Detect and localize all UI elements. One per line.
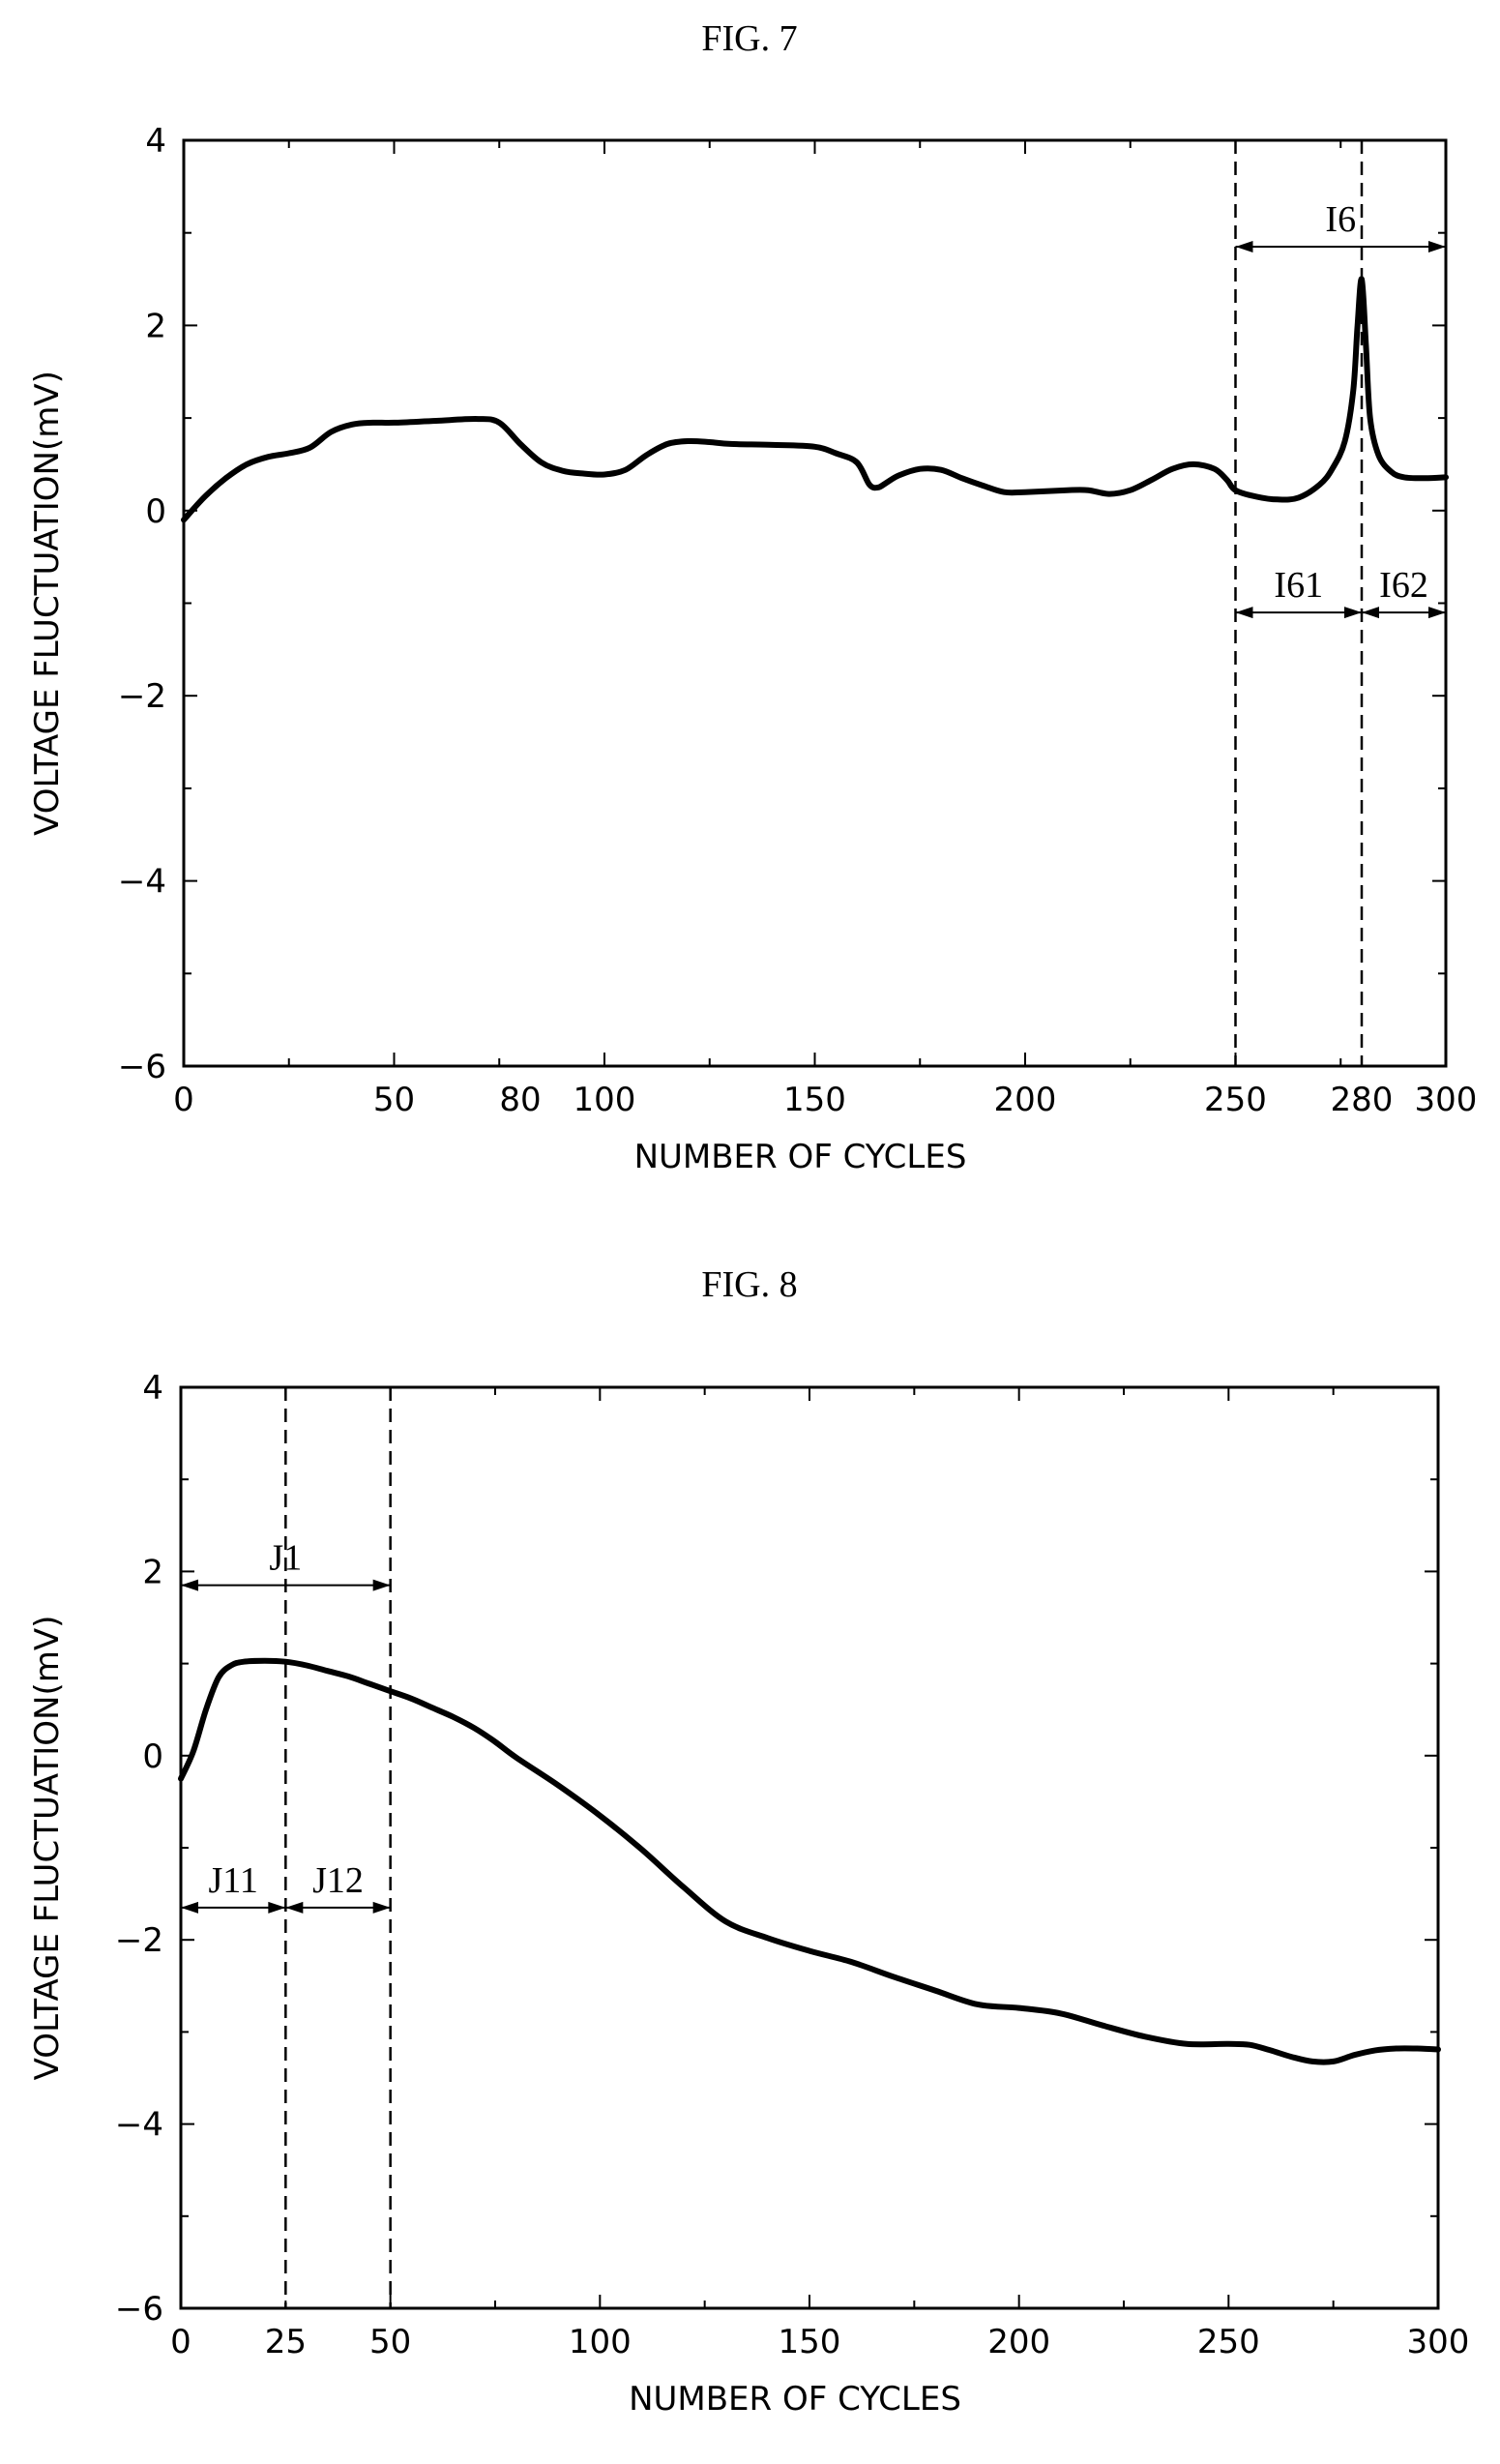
fig7-interval-i6: I6 <box>1235 199 1446 253</box>
arrowhead-right-icon <box>372 1901 391 1914</box>
arrowhead-left-icon <box>181 1579 198 1591</box>
fig7-y-axis-label: VOLTAGE FLUCTUATION(mV) <box>28 371 67 836</box>
arrowhead-left-icon <box>1362 607 1379 619</box>
fig7-ytick-label: 4 <box>145 122 166 161</box>
fig7-ytick-label: 2 <box>145 307 166 345</box>
fig7-xtick-label: 200 <box>994 1081 1057 1119</box>
interval-label: I61 <box>1274 565 1323 606</box>
fig7-ytick-label: −4 <box>118 863 166 902</box>
fig8-data-line <box>178 1657 1441 2065</box>
arrowhead-right-icon <box>1344 607 1362 619</box>
fig8-ytick-label: −6 <box>115 2290 163 2329</box>
fig7-ytick-label: −6 <box>118 1048 166 1086</box>
fig8-interval-j12: J12 <box>285 1860 391 1914</box>
arrowhead-left-icon <box>181 1901 198 1914</box>
fig7-chart: FIG. 7 420−2−4−60 50 80 100 150 200 250 280 300N… <box>28 18 1477 1176</box>
fig8-title: FIG. 8 <box>701 1264 797 1305</box>
fig8-x-axis-label: NUMBER OF CYCLES <box>629 2380 961 2419</box>
fig7-title: FIG. 7 <box>701 18 797 59</box>
fig8-xtick-label: 50 <box>369 2323 411 2361</box>
fig7-xtick-label: 250 <box>1204 1081 1267 1119</box>
fig8-ytick-label: 4 <box>142 1369 163 1408</box>
fig8-xtick-label: 200 <box>987 2323 1050 2361</box>
fig8-ytick-label: −4 <box>115 2106 163 2145</box>
fig8-chart: FIG. 8 420−2−4−60 25 50 100 150 200 250 300NUMB… <box>28 1264 1469 2419</box>
fig8-xtick-label: 300 <box>1407 2323 1470 2361</box>
arrowhead-right-icon <box>372 1579 391 1591</box>
fig7-xtick-label: 0 <box>173 1081 194 1119</box>
fig7-xtick-label: 80 <box>499 1081 541 1119</box>
arrowhead-left-icon <box>285 1901 304 1914</box>
arrowhead-right-icon <box>1428 241 1446 253</box>
fig7-xtick-label: 300 <box>1415 1081 1478 1119</box>
fig7-xtick-label: 50 <box>373 1081 415 1119</box>
fig8-xtick-label: 25 <box>265 2323 307 2361</box>
fig8-xtick-label: 150 <box>779 2323 841 2361</box>
fig7-xtick-label: 280 <box>1331 1081 1394 1119</box>
fig7-ytick-label: −2 <box>118 677 166 716</box>
fig7-data-line <box>181 276 1449 523</box>
interval-label: I6 <box>1325 199 1356 240</box>
interval-label: J1 <box>269 1538 302 1579</box>
arrowhead-right-icon <box>268 1901 286 1914</box>
arrowhead-left-icon <box>1235 607 1253 619</box>
arrowhead-left-icon <box>1235 241 1253 253</box>
fig7-x-axis-label: NUMBER OF CYCLES <box>634 1138 967 1176</box>
interval-label: J12 <box>312 1860 364 1901</box>
fig7-ytick-label: 0 <box>145 492 166 531</box>
fig7-interval-i62: I62 <box>1362 565 1446 619</box>
arrowhead-right-icon <box>1428 607 1446 619</box>
interval-label: J11 <box>208 1860 257 1901</box>
fig8-xtick-label: 250 <box>1197 2323 1260 2361</box>
fig7-plot-frame <box>182 138 1448 1068</box>
fig8-xtick-label: 100 <box>569 2323 632 2361</box>
fig8-y-axis-label: VOLTAGE FLUCTUATION(mV) <box>28 1616 67 2081</box>
interval-label: I62 <box>1379 565 1428 606</box>
fig8-ytick-label: −2 <box>115 1921 163 1960</box>
fig8-ytick-label: 0 <box>142 1737 163 1776</box>
fig8-ytick-label: 2 <box>142 1553 163 1591</box>
fig7-xtick-label: 100 <box>574 1081 636 1119</box>
fig8-interval-j1: J1 <box>181 1538 391 1591</box>
fig7-xtick-label: 150 <box>783 1081 846 1119</box>
fig8-plot-frame <box>179 1385 1440 2310</box>
fig7-interval-i61: I61 <box>1235 565 1362 619</box>
fig8-xtick-label: 0 <box>170 2323 191 2361</box>
fig8-interval-j11: J11 <box>181 1860 286 1914</box>
